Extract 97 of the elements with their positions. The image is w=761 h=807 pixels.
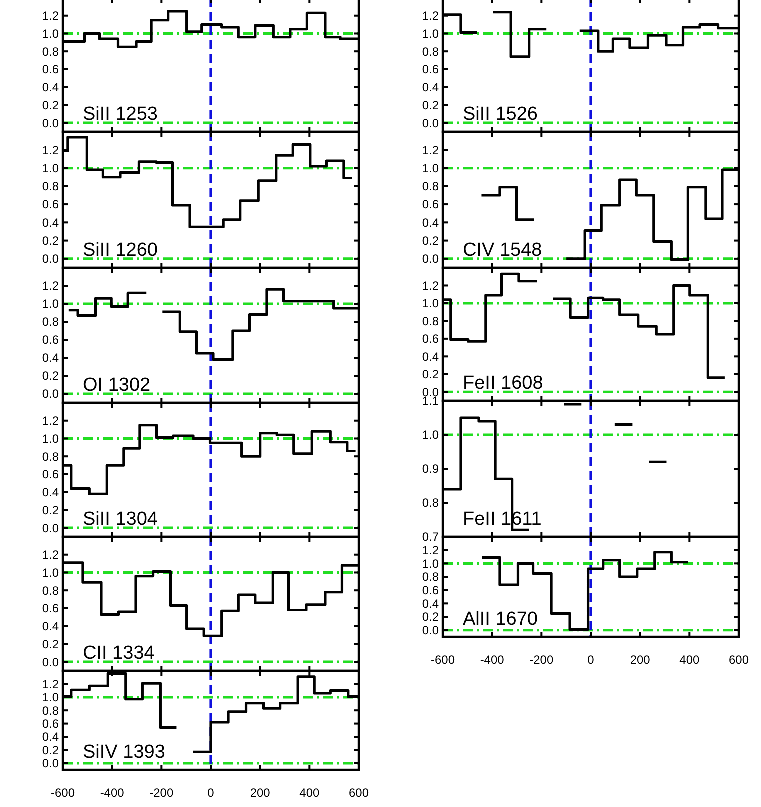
y-tick-label: 1.0 (42, 690, 60, 705)
y-tick-label: 1.0 (422, 296, 440, 311)
y-tick-label: 1.2 (42, 548, 60, 562)
y-tick-label: 0.4 (42, 80, 60, 95)
y-tick-label: 1.0 (422, 428, 440, 442)
y-tick-label: 0.2 (42, 98, 60, 112)
text: SiII 1526 (463, 104, 538, 125)
y-tick-label: 1.2 (422, 278, 440, 293)
y-tick-label: 0.0 (42, 387, 60, 402)
text: FeII 1608 (463, 373, 544, 394)
y-tick-label: 1.0 (42, 161, 60, 176)
y-tick-label: 0.4 (42, 216, 60, 230)
text: SiII 1304 (83, 509, 158, 530)
y-tick-label: 0.6 (422, 62, 440, 77)
y-tick-label: 0.7 (422, 530, 440, 544)
y-tick-label: 0.8 (422, 570, 440, 584)
y-tick-label: 0.4 (42, 486, 60, 500)
y-tick-label: 1.2 (42, 414, 60, 428)
y-tick-label: 1.2 (42, 279, 60, 294)
text: AlII 1670 (463, 609, 538, 630)
y-tick-label: 0.0 (422, 116, 440, 130)
y-tick-label: 0.6 (422, 332, 440, 346)
text: OI 1302 (83, 375, 151, 396)
y-tick-label: 0.4 (422, 216, 440, 230)
y-tick-label: 0.0 (42, 116, 60, 130)
y-tick-label: 0.2 (422, 98, 440, 112)
y-tick-label: 1.2 (42, 677, 60, 692)
y-tick-label: 0.8 (422, 44, 440, 59)
y-tick-label: 0.8 (42, 450, 60, 464)
y-tick-label: 0.0 (42, 521, 60, 536)
y-tick-label: 1.2 (42, 9, 60, 24)
y-tick-label: 0.6 (42, 602, 60, 616)
text: SiIV 1393 (83, 742, 166, 763)
y-tick-label: 0.8 (42, 704, 60, 718)
y-tick-label: 0.2 (42, 743, 60, 758)
x-tick-label: -600 (50, 786, 76, 800)
text: SiII 1253 (83, 104, 158, 125)
y-tick-label: 0.0 (422, 252, 440, 266)
text: CII 1334 (83, 643, 156, 664)
y-tick-label: 0.6 (422, 198, 440, 212)
y-tick-label: 1.0 (42, 297, 60, 312)
y-tick-label: 1.0 (422, 556, 440, 571)
y-tick-label: 1.0 (422, 26, 440, 41)
y-tick-label: 0.2 (422, 610, 440, 624)
y-tick-label: 1.0 (42, 432, 60, 446)
x-tick-label: 400 (680, 653, 700, 667)
y-tick-label: 0.6 (42, 717, 60, 731)
y-tick-label: 0.9 (422, 462, 440, 476)
x-tick-label: -400 (100, 786, 125, 800)
y-tick-label: 0.4 (42, 351, 60, 366)
y-tick-label: 0.0 (42, 655, 60, 670)
x-tick-label: 600 (348, 786, 370, 800)
y-tick-label: 1.2 (42, 143, 60, 158)
y-tick-label: 0.4 (422, 350, 440, 364)
x-tick-label: -400 (480, 653, 505, 667)
x-tick-label: 0 (208, 786, 215, 800)
y-tick-label: 0.6 (42, 198, 60, 212)
y-tick-label: 0.6 (42, 468, 60, 482)
y-tick-label: 1.2 (422, 143, 440, 158)
y-tick-label: 0.8 (42, 315, 60, 330)
y-tick-label: 0.4 (42, 730, 60, 744)
y-tick-label: 0.2 (422, 234, 440, 248)
y-tick-label: 1.0 (42, 26, 60, 41)
y-tick-label: 0.2 (422, 368, 440, 382)
x-tick-label: 0 (588, 653, 595, 667)
y-tick-label: 0.2 (42, 369, 60, 384)
y-tick-label: 1.0 (422, 161, 440, 176)
y-tick-label: 0.0 (422, 624, 440, 638)
y-tick-label: 0.6 (42, 333, 60, 348)
y-tick-label: 0.2 (42, 234, 60, 248)
text: CIV 1548 (463, 240, 542, 261)
y-tick-label: 0.8 (422, 314, 440, 328)
y-tick-label: 0.8 (42, 584, 60, 598)
y-tick-label: 0.8 (42, 44, 60, 59)
x-tick-label: 400 (300, 786, 320, 800)
y-tick-label: 0.0 (42, 756, 60, 771)
text: SiII 1260 (83, 240, 158, 261)
y-tick-label: 1.2 (422, 9, 440, 24)
x-tick-label: 200 (250, 786, 271, 800)
y-tick-label: 0.4 (422, 80, 440, 95)
y-tick-label: 0.2 (42, 503, 60, 518)
x-tick-label: -600 (430, 653, 456, 667)
y-tick-label: 0.4 (42, 620, 60, 634)
y-tick-label: 0.4 (422, 596, 440, 611)
x-tick-label: 600 (728, 653, 750, 667)
y-tick-label: 0.0 (42, 252, 60, 266)
y-tick-label: 1.0 (42, 566, 60, 580)
y-tick-label: 1.2 (422, 544, 440, 558)
y-tick-label: 0.6 (422, 584, 440, 598)
y-tick-label: 0.8 (422, 180, 440, 194)
y-tick-label: 0.6 (42, 62, 60, 77)
y-tick-label: 0.2 (42, 637, 60, 652)
x-tick-label: -200 (530, 653, 554, 667)
x-tick-label: 200 (630, 653, 651, 667)
y-tick-label: 0.8 (422, 496, 440, 510)
y-tick-label: 0.8 (42, 180, 60, 194)
x-tick-label: -200 (150, 786, 174, 800)
